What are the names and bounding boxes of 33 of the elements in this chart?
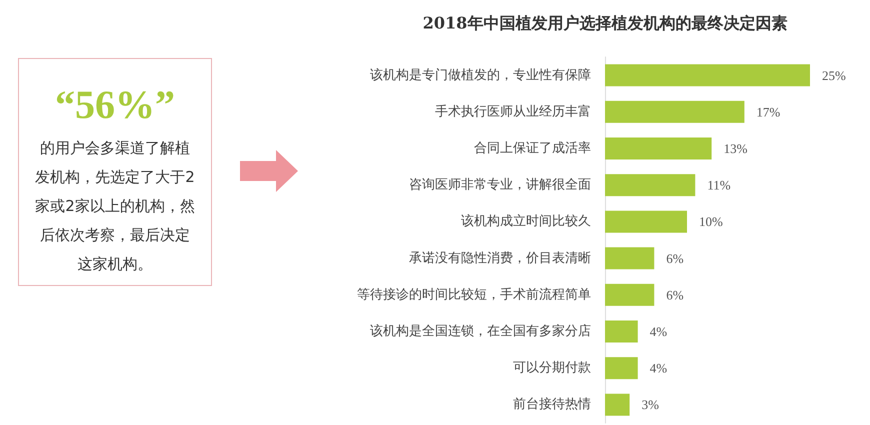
text: “56%” [54,81,176,128]
y-tick-label: 可以分期付款 [513,360,591,376]
y-tick-label: 该机构是全国连锁，在全国有多家分店 [370,323,591,339]
y-tick-label: 合同上保证了成活率 [474,140,591,156]
data-label: 4% [650,324,668,339]
data-label: 3% [642,397,660,412]
data-label: 11% [707,178,731,193]
text: 的用户会多渠道了解植发机构，先选定了大于2家或2家以上的机构，然后依次考察，最后决定这家机构。 [35,138,195,275]
data-label: 17% [756,104,780,120]
data-label: 4% [650,360,668,376]
data-label: 10% [699,214,723,230]
y-tick-label: 咨询医师非常专业，讲解很全面 [409,178,591,193]
y-tick-label: 等待接诊的时间比较短，手术前流程简单 [357,286,591,302]
bar [605,210,687,233]
bar [605,174,696,196]
y-tick-label: 手术执行医师从业经历丰富 [435,103,591,120]
bar [605,357,638,380]
y-tick-label: 该机构成立时间比较久 [461,213,591,230]
chart-title: 2018年中国植发用户选择植发机构的最终决定因素 [422,14,788,32]
data-label: 25% [822,68,846,83]
bar [605,284,654,306]
data-label: 13% [724,141,748,156]
bar [605,394,630,416]
bar [605,138,712,160]
bar [605,247,654,270]
bar [605,320,638,342]
data-label: 6% [666,250,684,266]
bar [605,100,744,123]
data-label: 6% [666,287,684,302]
bar [605,64,810,86]
y-tick-label: 承诺没有隐性消费，价目表清晰 [409,250,591,266]
y-tick-label: 该机构是专门做植发的，专业性有保障 [370,66,591,83]
y-tick-label: 前台接待热情 [513,397,591,412]
